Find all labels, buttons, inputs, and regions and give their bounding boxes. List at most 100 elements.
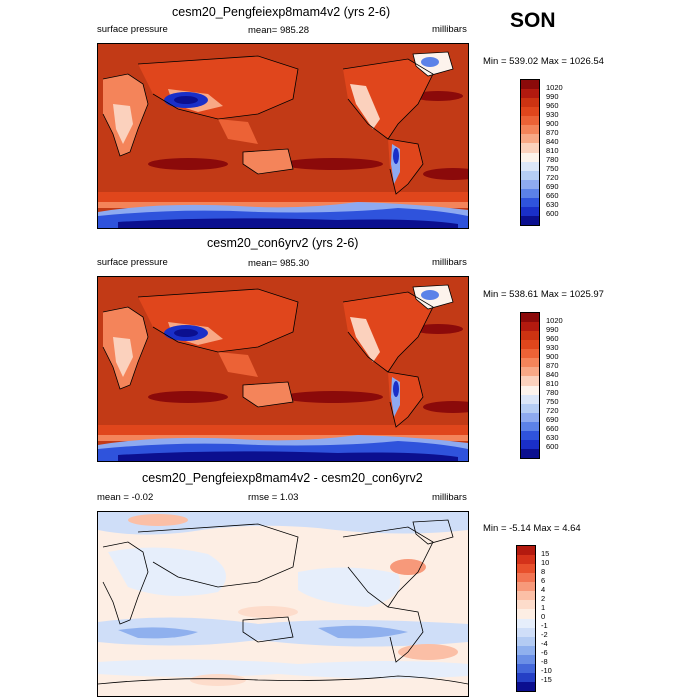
panel2-units-label: millibars: [432, 257, 467, 268]
colorbar-swatch: [517, 627, 535, 637]
panel2-title: cesm20_con6yrv2 (yrs 2-6): [207, 236, 359, 250]
panel1-colorbar: [520, 79, 540, 226]
colorbar-swatch: [521, 340, 539, 350]
colorbar-tick: 780: [546, 155, 559, 164]
colorbar-swatch: [521, 385, 539, 395]
colorbar-swatch: [517, 645, 535, 655]
colorbar-tick: -4: [541, 639, 548, 648]
colorbar-tick: 870: [546, 128, 559, 137]
colorbar-tick: 930: [546, 343, 559, 352]
colorbar-tick: -10: [541, 666, 552, 675]
colorbar-swatch: [521, 403, 539, 413]
colorbar-swatch: [521, 206, 539, 216]
colorbar-swatch: [521, 394, 539, 404]
colorbar-swatch: [517, 636, 535, 646]
panel3-colorbar: [516, 545, 536, 692]
season-label: SON: [510, 9, 556, 32]
colorbar-tick: 690: [546, 415, 559, 424]
colorbar-tick: 840: [546, 370, 559, 379]
colorbar-swatch: [521, 358, 539, 368]
colorbar-swatch: [521, 89, 539, 99]
panel2-variable-label: surface pressure: [97, 257, 168, 268]
colorbar-swatch: [517, 672, 535, 682]
colorbar-tick: 10: [541, 558, 550, 567]
colorbar-tick: 720: [546, 173, 559, 182]
colorbar-tick: 840: [546, 137, 559, 146]
colorbar-swatch: [517, 546, 535, 556]
colorbar-tick: 630: [546, 433, 559, 442]
colorbar-swatch: [517, 555, 535, 565]
colorbar-swatch: [521, 421, 539, 431]
colorbar-swatch: [521, 197, 539, 207]
panel1-minmax-label: Min = 539.02 Max = 1026.54: [483, 56, 604, 67]
colorbar-swatch: [521, 107, 539, 117]
panel2-map: [97, 276, 469, 462]
colorbar-swatch: [521, 448, 539, 458]
colorbar-tick: 930: [546, 110, 559, 119]
colorbar-swatch: [517, 609, 535, 619]
colorbar-swatch: [521, 367, 539, 377]
panel2-mean-label: mean= 985.30: [248, 258, 310, 269]
colorbar-swatch: [517, 600, 535, 610]
colorbar-tick: 1: [541, 603, 546, 612]
colorbar-swatch: [521, 143, 539, 153]
colorbar-tick: -2: [541, 630, 548, 639]
colorbar-swatch: [521, 376, 539, 386]
colorbar-tick: 660: [546, 191, 559, 200]
colorbar-swatch: [521, 349, 539, 359]
colorbar-swatch: [521, 134, 539, 144]
colorbar-swatch: [521, 179, 539, 189]
panel3-minmax-label: Min = -5.14 Max = 4.64: [483, 523, 581, 534]
colorbar-tick: 810: [546, 379, 559, 388]
panel3-units-label: millibars: [432, 492, 467, 503]
colorbar-tick: 600: [546, 442, 559, 451]
colorbar-swatch: [517, 654, 535, 664]
colorbar-swatch: [517, 681, 535, 691]
colorbar-swatch: [521, 116, 539, 126]
colorbar-tick: 660: [546, 424, 559, 433]
colorbar-tick: 750: [546, 164, 559, 173]
panel1-mean-label: mean= 985.28: [248, 25, 310, 36]
panel3-rmse-label: rmse = 1.03: [248, 492, 299, 503]
colorbar-tick: 870: [546, 361, 559, 370]
colorbar-tick: 600: [546, 209, 559, 218]
colorbar-swatch: [521, 322, 539, 332]
colorbar-tick: 690: [546, 182, 559, 191]
colorbar-tick: 900: [546, 119, 559, 128]
colorbar-swatch: [517, 564, 535, 574]
colorbar-swatch: [517, 618, 535, 628]
panel3-mean-label: mean = -0.02: [97, 492, 154, 503]
colorbar-tick: 990: [546, 92, 559, 101]
colorbar-swatch: [521, 331, 539, 341]
colorbar-tick: 900: [546, 352, 559, 361]
colorbar-swatch: [517, 573, 535, 583]
colorbar-tick: 960: [546, 334, 559, 343]
colorbar-swatch: [521, 98, 539, 108]
panel3-title: cesm20_Pengfeiexp8mam4v2 - cesm20_con6yr…: [142, 471, 423, 485]
colorbar-tick: 8: [541, 567, 546, 576]
colorbar-tick: 2: [541, 594, 546, 603]
colorbar-tick: 780: [546, 388, 559, 397]
colorbar-tick: -8: [541, 657, 548, 666]
colorbar-swatch: [517, 591, 535, 601]
colorbar-tick: 1020: [546, 83, 563, 92]
colorbar-swatch: [521, 125, 539, 135]
colorbar-swatch: [517, 582, 535, 592]
colorbar-swatch: [521, 170, 539, 180]
colorbar-tick: -6: [541, 648, 548, 657]
colorbar-tick: 6: [541, 576, 546, 585]
colorbar-swatch: [521, 152, 539, 162]
colorbar-swatch: [521, 215, 539, 225]
colorbar-swatch: [521, 161, 539, 171]
colorbar-swatch: [521, 313, 539, 323]
panel2-minmax-label: Min = 538.61 Max = 1025.97: [483, 289, 604, 300]
colorbar-tick: -15: [541, 675, 552, 684]
colorbar-tick: 810: [546, 146, 559, 155]
colorbar-swatch: [521, 188, 539, 198]
colorbar-tick: 960: [546, 101, 559, 110]
panel3-map: [97, 511, 469, 697]
panel1-title: cesm20_Pengfeiexp8mam4v2 (yrs 2-6): [172, 5, 391, 19]
colorbar-swatch: [521, 80, 539, 90]
panel2-colorbar: [520, 312, 540, 459]
